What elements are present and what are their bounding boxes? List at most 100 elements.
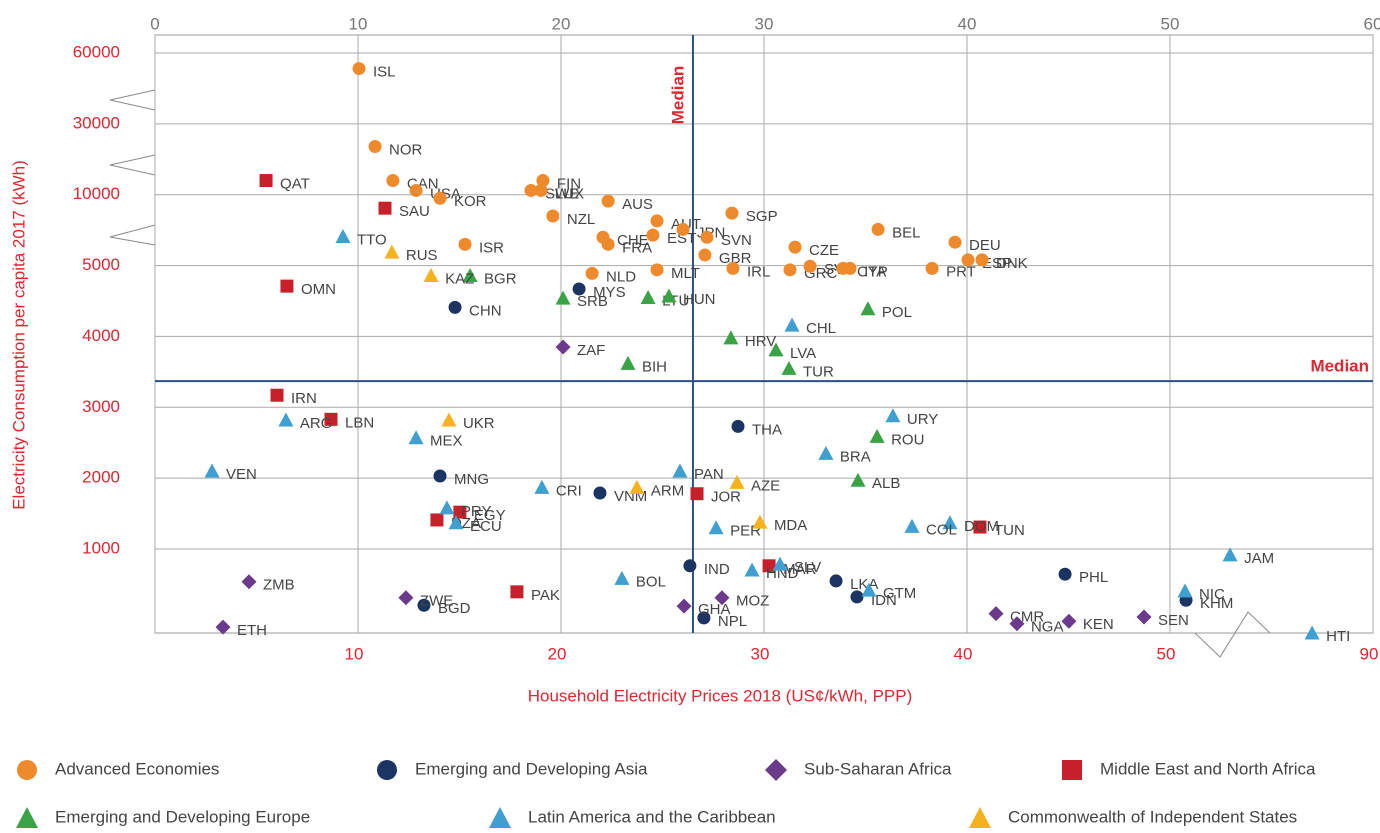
- legend-label: Latin America and the Caribbean: [528, 807, 776, 826]
- marker: [843, 261, 857, 275]
- marker: [661, 288, 677, 303]
- legend-label: Emerging and Developing Asia: [415, 759, 648, 778]
- marker: [988, 606, 1004, 622]
- marker: [752, 514, 768, 529]
- point-label: URY: [907, 411, 938, 428]
- point-label: TTO: [357, 231, 387, 248]
- point-label: CHE: [617, 232, 649, 249]
- point-label: MEX: [430, 433, 463, 450]
- marker: [723, 330, 739, 345]
- marker: [1304, 625, 1320, 640]
- marker: [904, 518, 920, 533]
- legend-label: Advanced Economies: [55, 759, 219, 778]
- point-label: KOR: [454, 193, 487, 210]
- point-label: ECU: [470, 518, 502, 535]
- x-tick-label: 30: [751, 644, 770, 663]
- marker: [1058, 567, 1072, 581]
- marker: [1061, 613, 1077, 629]
- marker: [729, 474, 745, 489]
- point-label: AZE: [751, 477, 780, 494]
- x-top-tick-label: 20: [552, 14, 571, 33]
- point-label: MYS: [593, 284, 626, 301]
- point-label: FIN: [557, 176, 581, 193]
- y-break: [109, 154, 156, 176]
- point-label: TUN: [994, 522, 1025, 539]
- y-tick-label: 2000: [82, 468, 120, 487]
- marker: [510, 585, 524, 599]
- marker: [850, 590, 864, 604]
- marker: [259, 174, 273, 188]
- legend-marker: [377, 760, 397, 780]
- point-label: TUR: [803, 363, 834, 380]
- x-tick-label: 10: [345, 644, 364, 663]
- marker: [781, 360, 797, 375]
- marker: [869, 428, 885, 443]
- point-label: MNG: [454, 471, 489, 488]
- legend-label: Sub-Saharan Africa: [804, 759, 952, 778]
- point-label: ZMB: [263, 577, 295, 594]
- point-label: MAR: [783, 561, 817, 578]
- marker: [270, 388, 284, 402]
- marker: [768, 342, 784, 357]
- point-label: NGA: [1031, 619, 1064, 636]
- marker: [850, 472, 866, 487]
- x-axis-title: Household Electricity Prices 2018 (US¢/k…: [528, 686, 913, 705]
- legend-label: Commonwealth of Independent States: [1008, 807, 1297, 826]
- x-top-tick-label: 10: [349, 14, 368, 33]
- point-label: LBN: [345, 414, 374, 431]
- point-label: AUS: [622, 196, 653, 213]
- marker: [572, 282, 586, 296]
- point-label: JAM: [1244, 550, 1274, 567]
- point-label: ISR: [479, 239, 504, 256]
- marker: [925, 261, 939, 275]
- point-label: ZAF: [577, 342, 605, 359]
- marker: [650, 263, 664, 277]
- marker: [378, 201, 392, 215]
- point-label: CRI: [556, 482, 582, 499]
- x-break: [1194, 611, 1271, 658]
- point-label: NIC: [1199, 586, 1225, 603]
- x-top-tick-label: 60: [1364, 14, 1380, 33]
- point-label: OMN: [301, 281, 336, 298]
- x-top-tick-label: 0: [150, 14, 159, 33]
- point-label: ARM: [651, 482, 684, 499]
- point-label: DNK: [996, 255, 1028, 272]
- point-label: PRT: [946, 263, 976, 280]
- y-break: [109, 224, 156, 246]
- point-label: BGD: [438, 600, 471, 617]
- point-label: QAT: [280, 176, 310, 193]
- marker: [409, 183, 423, 197]
- point-label: KEN: [1083, 616, 1114, 633]
- point-label: COL: [926, 521, 957, 538]
- point-label: SAU: [399, 203, 430, 220]
- point-label: ZWE: [420, 593, 453, 610]
- point-label: ALB: [872, 475, 900, 492]
- marker: [1009, 616, 1025, 632]
- point-label: HUN: [683, 291, 716, 308]
- point-label: IRL: [747, 263, 770, 280]
- marker: [948, 235, 962, 249]
- marker: [430, 513, 444, 527]
- marker: [601, 194, 615, 208]
- y-tick-label: 3000: [82, 397, 120, 416]
- point-label: CHL: [806, 320, 836, 337]
- point-label: EGY: [474, 507, 506, 524]
- marker: [423, 267, 439, 282]
- x-top-tick-label: 30: [755, 14, 774, 33]
- marker: [725, 206, 739, 220]
- x-tick-label: 50: [1157, 644, 1176, 663]
- x-tick-label: 90: [1360, 644, 1379, 663]
- point-label: DEU: [969, 237, 1001, 254]
- marker: [614, 570, 630, 585]
- marker: [524, 183, 538, 197]
- marker: [433, 469, 447, 483]
- point-label: SEN: [1158, 612, 1189, 629]
- point-label: NPL: [718, 613, 747, 630]
- marker: [1136, 609, 1152, 625]
- point-label: ETH: [237, 622, 267, 639]
- marker: [646, 228, 660, 242]
- marker: [961, 253, 975, 267]
- marker: [335, 229, 351, 244]
- marker: [601, 237, 615, 251]
